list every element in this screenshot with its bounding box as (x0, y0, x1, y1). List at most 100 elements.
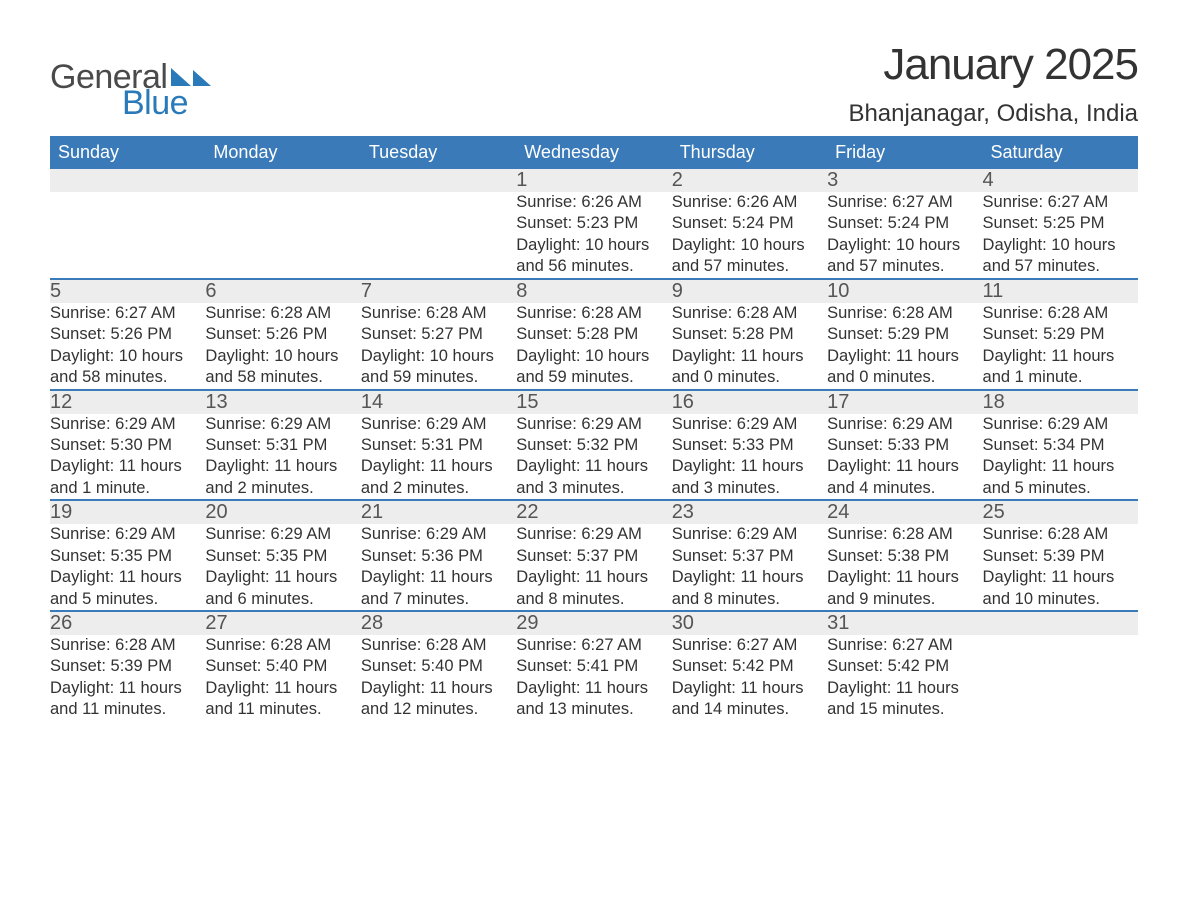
daylight-text: Daylight: 10 hours and 56 minutes. (516, 235, 671, 278)
day-data-cell: Sunrise: 6:27 AMSunset: 5:25 PMDaylight:… (983, 192, 1138, 279)
sunrise-text: Sunrise: 6:28 AM (205, 303, 360, 324)
day-number-cell: 10 (827, 279, 982, 303)
sunset-text: Sunset: 5:26 PM (50, 324, 205, 345)
day-number-cell: 3 (827, 169, 982, 192)
day-number-cell: 20 (205, 500, 360, 524)
daylight-text: Daylight: 10 hours and 57 minutes. (672, 235, 827, 278)
daylight-text: Daylight: 11 hours and 13 minutes. (516, 678, 671, 721)
day-data-cell: Sunrise: 6:28 AMSunset: 5:27 PMDaylight:… (361, 303, 516, 390)
day-number-cell: 4 (983, 169, 1138, 192)
daylight-text: Daylight: 10 hours and 57 minutes. (827, 235, 982, 278)
sunset-text: Sunset: 5:35 PM (205, 546, 360, 567)
sunset-text: Sunset: 5:33 PM (827, 435, 982, 456)
day-number-row: 262728293031 (50, 611, 1138, 635)
weekday-header: Friday (827, 136, 982, 169)
sunset-text: Sunset: 5:42 PM (827, 656, 982, 677)
sunrise-text: Sunrise: 6:28 AM (983, 524, 1138, 545)
daylight-text: Daylight: 10 hours and 59 minutes. (361, 346, 516, 389)
day-data-cell: Sunrise: 6:29 AMSunset: 5:35 PMDaylight:… (205, 524, 360, 611)
day-number-cell: 25 (983, 500, 1138, 524)
sunrise-text: Sunrise: 6:28 AM (827, 524, 982, 545)
sunset-text: Sunset: 5:41 PM (516, 656, 671, 677)
sunset-text: Sunset: 5:40 PM (361, 656, 516, 677)
day-number-cell (983, 611, 1138, 635)
sunrise-text: Sunrise: 6:26 AM (672, 192, 827, 213)
daylight-text: Daylight: 11 hours and 1 minute. (983, 346, 1138, 389)
weekday-header-row: Sunday Monday Tuesday Wednesday Thursday… (50, 136, 1138, 169)
day-number-cell: 27 (205, 611, 360, 635)
day-number-row: 12131415161718 (50, 390, 1138, 414)
day-data-cell (50, 192, 205, 279)
day-data-cell: Sunrise: 6:29 AMSunset: 5:35 PMDaylight:… (50, 524, 205, 611)
month-title: January 2025 (848, 40, 1138, 90)
sunrise-text: Sunrise: 6:26 AM (516, 192, 671, 213)
sunrise-text: Sunrise: 6:28 AM (516, 303, 671, 324)
sunrise-text: Sunrise: 6:27 AM (672, 635, 827, 656)
day-number-cell: 15 (516, 390, 671, 414)
calendar-page: General Blue January 2025 Bhanjanagar, O… (0, 0, 1188, 751)
day-data-cell (361, 192, 516, 279)
day-number-cell: 23 (672, 500, 827, 524)
daylight-text: Daylight: 11 hours and 7 minutes. (361, 567, 516, 610)
sunset-text: Sunset: 5:26 PM (205, 324, 360, 345)
sunrise-text: Sunrise: 6:29 AM (827, 414, 982, 435)
daylight-text: Daylight: 11 hours and 0 minutes. (672, 346, 827, 389)
sunrise-text: Sunrise: 6:29 AM (516, 524, 671, 545)
header: General Blue January 2025 Bhanjanagar, O… (50, 40, 1138, 128)
sunset-text: Sunset: 5:28 PM (516, 324, 671, 345)
daylight-text: Daylight: 11 hours and 1 minute. (50, 456, 205, 499)
day-number-cell: 2 (672, 169, 827, 192)
day-data-cell: Sunrise: 6:29 AMSunset: 5:37 PMDaylight:… (516, 524, 671, 611)
sunrise-text: Sunrise: 6:28 AM (827, 303, 982, 324)
day-number-row: 19202122232425 (50, 500, 1138, 524)
day-data-cell: Sunrise: 6:29 AMSunset: 5:31 PMDaylight:… (361, 414, 516, 501)
sunrise-text: Sunrise: 6:27 AM (827, 635, 982, 656)
sunrise-text: Sunrise: 6:27 AM (983, 192, 1138, 213)
day-number-cell: 18 (983, 390, 1138, 414)
day-number-cell: 28 (361, 611, 516, 635)
sunrise-text: Sunrise: 6:29 AM (361, 524, 516, 545)
day-number-cell: 29 (516, 611, 671, 635)
day-number-cell: 8 (516, 279, 671, 303)
sunrise-text: Sunrise: 6:29 AM (983, 414, 1138, 435)
day-number-cell (361, 169, 516, 192)
day-data-cell: Sunrise: 6:28 AMSunset: 5:38 PMDaylight:… (827, 524, 982, 611)
day-number-cell: 5 (50, 279, 205, 303)
daylight-text: Daylight: 11 hours and 6 minutes. (205, 567, 360, 610)
sunrise-text: Sunrise: 6:27 AM (827, 192, 982, 213)
day-number-cell (205, 169, 360, 192)
day-data-cell: Sunrise: 6:28 AMSunset: 5:39 PMDaylight:… (50, 635, 205, 721)
day-number-cell: 1 (516, 169, 671, 192)
weekday-header: Wednesday (516, 136, 671, 169)
day-data-row: Sunrise: 6:28 AMSunset: 5:39 PMDaylight:… (50, 635, 1138, 721)
daylight-text: Daylight: 11 hours and 3 minutes. (672, 456, 827, 499)
day-number-cell: 30 (672, 611, 827, 635)
daylight-text: Daylight: 11 hours and 14 minutes. (672, 678, 827, 721)
sunset-text: Sunset: 5:25 PM (983, 213, 1138, 234)
day-number-cell: 6 (205, 279, 360, 303)
sunset-text: Sunset: 5:30 PM (50, 435, 205, 456)
sunrise-text: Sunrise: 6:28 AM (983, 303, 1138, 324)
day-data-cell: Sunrise: 6:29 AMSunset: 5:31 PMDaylight:… (205, 414, 360, 501)
daylight-text: Daylight: 10 hours and 58 minutes. (205, 346, 360, 389)
day-data-cell: Sunrise: 6:27 AMSunset: 5:24 PMDaylight:… (827, 192, 982, 279)
day-data-cell (205, 192, 360, 279)
daylight-text: Daylight: 10 hours and 59 minutes. (516, 346, 671, 389)
sunrise-text: Sunrise: 6:29 AM (672, 414, 827, 435)
daylight-text: Daylight: 11 hours and 2 minutes. (361, 456, 516, 499)
day-data-row: Sunrise: 6:26 AMSunset: 5:23 PMDaylight:… (50, 192, 1138, 279)
sunset-text: Sunset: 5:31 PM (205, 435, 360, 456)
sunrise-text: Sunrise: 6:28 AM (672, 303, 827, 324)
daylight-text: Daylight: 11 hours and 9 minutes. (827, 567, 982, 610)
sunset-text: Sunset: 5:36 PM (361, 546, 516, 567)
sunrise-text: Sunrise: 6:29 AM (205, 524, 360, 545)
day-number-cell: 17 (827, 390, 982, 414)
sunrise-text: Sunrise: 6:29 AM (516, 414, 671, 435)
day-data-cell: Sunrise: 6:28 AMSunset: 5:28 PMDaylight:… (516, 303, 671, 390)
day-data-cell: Sunrise: 6:28 AMSunset: 5:29 PMDaylight:… (983, 303, 1138, 390)
day-data-cell: Sunrise: 6:29 AMSunset: 5:34 PMDaylight:… (983, 414, 1138, 501)
daylight-text: Daylight: 10 hours and 58 minutes. (50, 346, 205, 389)
sunset-text: Sunset: 5:33 PM (672, 435, 827, 456)
day-data-cell: Sunrise: 6:29 AMSunset: 5:36 PMDaylight:… (361, 524, 516, 611)
day-data-cell: Sunrise: 6:28 AMSunset: 5:28 PMDaylight:… (672, 303, 827, 390)
